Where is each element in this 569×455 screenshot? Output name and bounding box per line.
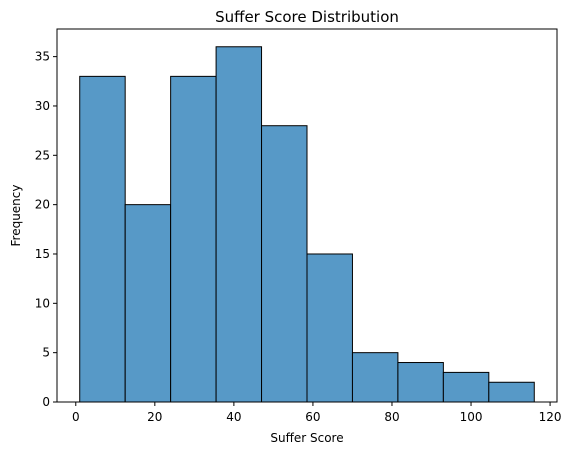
- x-axis-label: Suffer Score: [270, 431, 343, 445]
- plot-frame: [56, 28, 558, 403]
- y-tick-label: 25: [35, 148, 50, 162]
- histogram-bar: [124, 204, 172, 403]
- histogram-bar: [351, 352, 399, 403]
- x-tick-label: 20: [147, 410, 162, 424]
- y-tick-label: 5: [42, 346, 50, 360]
- histogram-bar: [261, 125, 308, 403]
- histogram-bar: [79, 75, 126, 403]
- histogram-bar: [397, 362, 444, 403]
- y-tick-label: 20: [35, 198, 50, 212]
- y-tick-label: 10: [35, 296, 50, 310]
- histogram-bar: [488, 381, 535, 403]
- x-tick-label: 120: [539, 410, 562, 424]
- x-tick-label: 0: [72, 410, 80, 424]
- x-axis-ticks: 0 20 40 60 80 100 120: [72, 402, 562, 424]
- y-axis-ticks: 0 5 10 15 20 25 30 35: [35, 50, 57, 409]
- y-tick-label: 35: [35, 50, 50, 64]
- chart-title: Suffer Score Distribution: [215, 8, 399, 26]
- y-tick-label: 30: [35, 99, 50, 113]
- bars-group: [79, 46, 535, 403]
- x-tick-label: 100: [460, 410, 483, 424]
- x-tick-label: 80: [384, 410, 399, 424]
- histogram-bar: [215, 46, 263, 403]
- y-tick-label: 0: [42, 395, 50, 409]
- histogram-bar: [306, 253, 353, 403]
- histogram-bar: [442, 371, 490, 403]
- histogram-bar: [170, 75, 217, 403]
- x-tick-label: 40: [226, 410, 241, 424]
- y-tick-label: 15: [35, 247, 50, 261]
- x-tick-label: 60: [305, 410, 320, 424]
- y-axis-label: Frequency: [9, 185, 23, 247]
